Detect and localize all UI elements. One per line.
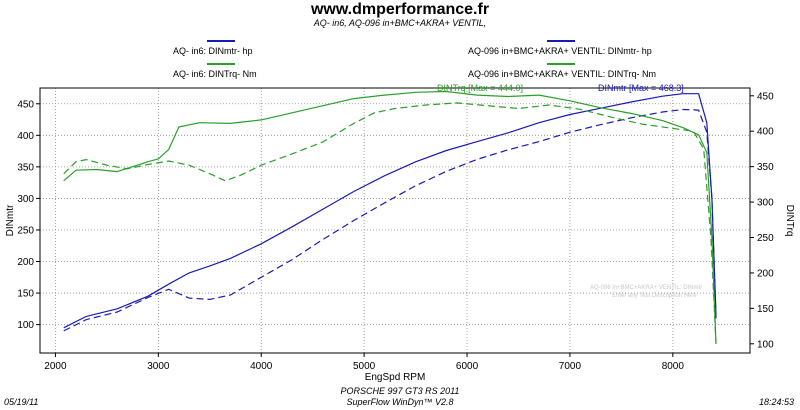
torque-max-annotation: DINTrq [Max = 444.0] xyxy=(437,83,523,93)
x-tick-label-6000: 6000 xyxy=(456,361,479,372)
y-right-tick-label-250: 250 xyxy=(757,233,774,244)
y-left-tick-label-300: 300 xyxy=(17,194,34,205)
x-tick-label-8000: 8000 xyxy=(662,361,685,372)
legend-entry-hp-b: AQ-096 in+BMC+AKRA+ VENTIL: DINmtr- hp xyxy=(468,46,652,56)
series-line-hp-solid xyxy=(63,93,717,329)
date-stamp: 05/19/11 xyxy=(4,397,39,407)
y-right-tick-label-450: 450 xyxy=(757,91,774,102)
legend-swatch-nm-b xyxy=(547,63,575,65)
y-axis-label-right: DINTrq xyxy=(784,205,795,237)
page-subtitle: AQ- in6, AQ-096 in+BMC+AKRA+ VENTIL, xyxy=(313,18,487,28)
series-line-torque-solid xyxy=(63,90,717,344)
y-left-tick-label-400: 400 xyxy=(17,131,34,142)
legend-entry-nm-a: AQ- in6: DINTrq- Nm xyxy=(173,69,257,79)
x-axis-label: EngSpd RPM xyxy=(365,372,426,383)
y-right-tick-label-200: 200 xyxy=(757,268,774,279)
legend-entry-hp-a: AQ- in6: DINmtr- hp xyxy=(173,46,253,56)
software-caption: SuperFlow WinDyn™ V2.8 xyxy=(346,397,454,407)
y-right-tick-label-300: 300 xyxy=(757,198,774,209)
y-axis-label-left: DINmtr xyxy=(5,204,16,236)
legend-swatch-nm-a xyxy=(207,63,235,65)
hp-max-annotation: DINmtr [Max = 468.3] xyxy=(598,83,684,93)
y-right-tick-label-100: 100 xyxy=(757,339,774,350)
y-right-tick-label-400: 400 xyxy=(757,127,774,138)
y-left-tick-label-250: 250 xyxy=(17,225,34,236)
y-left-tick-label-100: 100 xyxy=(17,320,34,331)
y-right-tick-label-350: 350 xyxy=(757,162,774,173)
legend-swatch-hp-a xyxy=(207,40,235,42)
y-left-tick-label-350: 350 xyxy=(17,162,34,173)
watermark-text-1: AQ-096 in+BMC+AKRA+ VENTIL: DINmtr xyxy=(590,285,702,291)
legend-swatch-hp-b xyxy=(547,40,575,42)
y-left-tick-label-450: 450 xyxy=(17,99,34,110)
y-right-tick-label-150: 150 xyxy=(757,304,774,315)
page-title: www.dmperformance.fr xyxy=(310,1,490,18)
x-tick-label-7000: 7000 xyxy=(559,361,582,372)
y-left-tick-label-150: 150 xyxy=(17,289,34,300)
vehicle-caption: PORSCHE 997 GT3 RS 2011 xyxy=(340,386,460,396)
series-line-torque-dashed xyxy=(63,102,717,344)
legend-entry-nm-b: AQ-096 in+BMC+AKRA+ VENTIL: DINTrq- Nm xyxy=(468,69,656,79)
x-tick-label-2000: 2000 xyxy=(44,361,67,372)
x-tick-label-4000: 4000 xyxy=(250,361,273,372)
plot-frame xyxy=(39,87,751,354)
series-line-hp-dashed xyxy=(63,108,717,332)
watermark-text-2: Enter any Test Description Here xyxy=(612,293,697,299)
x-tick-label-3000: 3000 xyxy=(147,361,170,372)
y-left-tick-label-200: 200 xyxy=(17,257,34,268)
time-stamp: 18:24:53 xyxy=(758,397,794,407)
x-tick-label-5000: 5000 xyxy=(353,361,376,372)
